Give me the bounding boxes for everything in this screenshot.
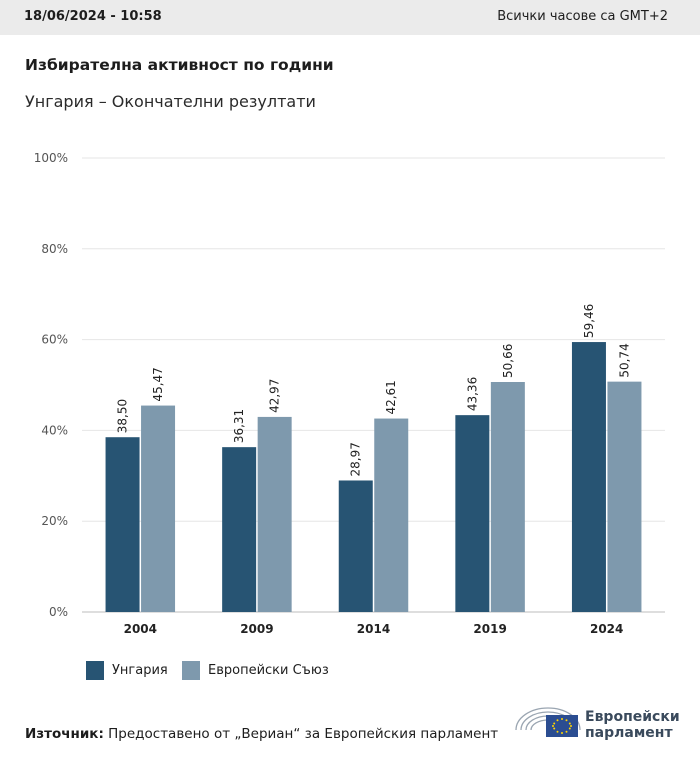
chart-title: Избирателна активност по години [25, 56, 334, 74]
x-tick-label: 2024 [590, 622, 623, 636]
data-label: 43,36 [465, 377, 479, 411]
source-note: Източник: Предоставено от „Вериан“ за Ев… [25, 726, 498, 742]
european-parliament-logo [513, 700, 683, 745]
data-label: 50,74 [617, 343, 631, 377]
data-label: 28,97 [349, 442, 363, 476]
turnout-bar-chart: 0% 20% 40% 60% 80% 100% 38,50 45,47 2004 36,31 42,… [34, 151, 665, 636]
data-label: 50,66 [501, 344, 515, 378]
bar-hungary-2009 [222, 447, 257, 612]
y-tick-label: 0% [49, 605, 68, 619]
source-text: Предоставено от „Вериан“ за Европейския … [103, 726, 499, 742]
data-label: 42,61 [384, 380, 398, 414]
bar-eu-2009 [257, 416, 292, 612]
x-tick-label: 2019 [473, 622, 506, 636]
x-tick-label: 2004 [124, 622, 157, 636]
data-label: 38,50 [116, 399, 130, 433]
bar-hungary-2024 [571, 342, 606, 612]
data-label: 45,47 [151, 367, 165, 401]
legend-label-eu: Европейски Съюз [208, 663, 329, 678]
timezone-note: Всички часове са GMT+2 [497, 9, 668, 24]
bar-eu-2024 [607, 381, 642, 612]
x-tick-label: 2009 [240, 622, 273, 636]
legend-swatch-eu [182, 661, 200, 680]
bar-hungary-2019 [455, 415, 490, 612]
y-tick-label: 20% [41, 514, 68, 528]
datetime: 18/06/2024 - 10:58 [24, 9, 162, 24]
legend-label-hungary: Унгария [112, 663, 168, 678]
y-tick-label: 80% [41, 242, 68, 256]
parliament-hemicycle-icon [515, 707, 581, 737]
bar-hungary-2004 [105, 437, 140, 612]
top-bar: 18/06/2024 - 10:58 Всички часове са GMT+… [0, 0, 700, 35]
data-label: 42,97 [268, 379, 282, 413]
y-tick-label: 40% [41, 423, 68, 437]
chart-subtitle: Унгария – Окончателни резултати [25, 92, 316, 111]
eu-flag-icon [546, 715, 578, 737]
source-label: Източник: [25, 726, 104, 742]
bar-hungary-2014 [338, 480, 373, 612]
data-label: 59,46 [582, 304, 596, 338]
y-tick-label: 60% [41, 333, 68, 347]
y-tick-label: 100% [34, 151, 68, 165]
bar-eu-2004 [141, 405, 176, 612]
bar-eu-2019 [490, 382, 525, 612]
logo-line-1: Европейски [585, 709, 680, 725]
legend-swatch-hungary [86, 661, 104, 680]
x-tick-label: 2014 [357, 622, 390, 636]
european-parliament-name: Европейски парламент [585, 709, 680, 741]
data-label: 36,31 [232, 409, 246, 443]
bar-eu-2014 [374, 418, 409, 612]
logo-line-2: парламент [585, 725, 673, 741]
